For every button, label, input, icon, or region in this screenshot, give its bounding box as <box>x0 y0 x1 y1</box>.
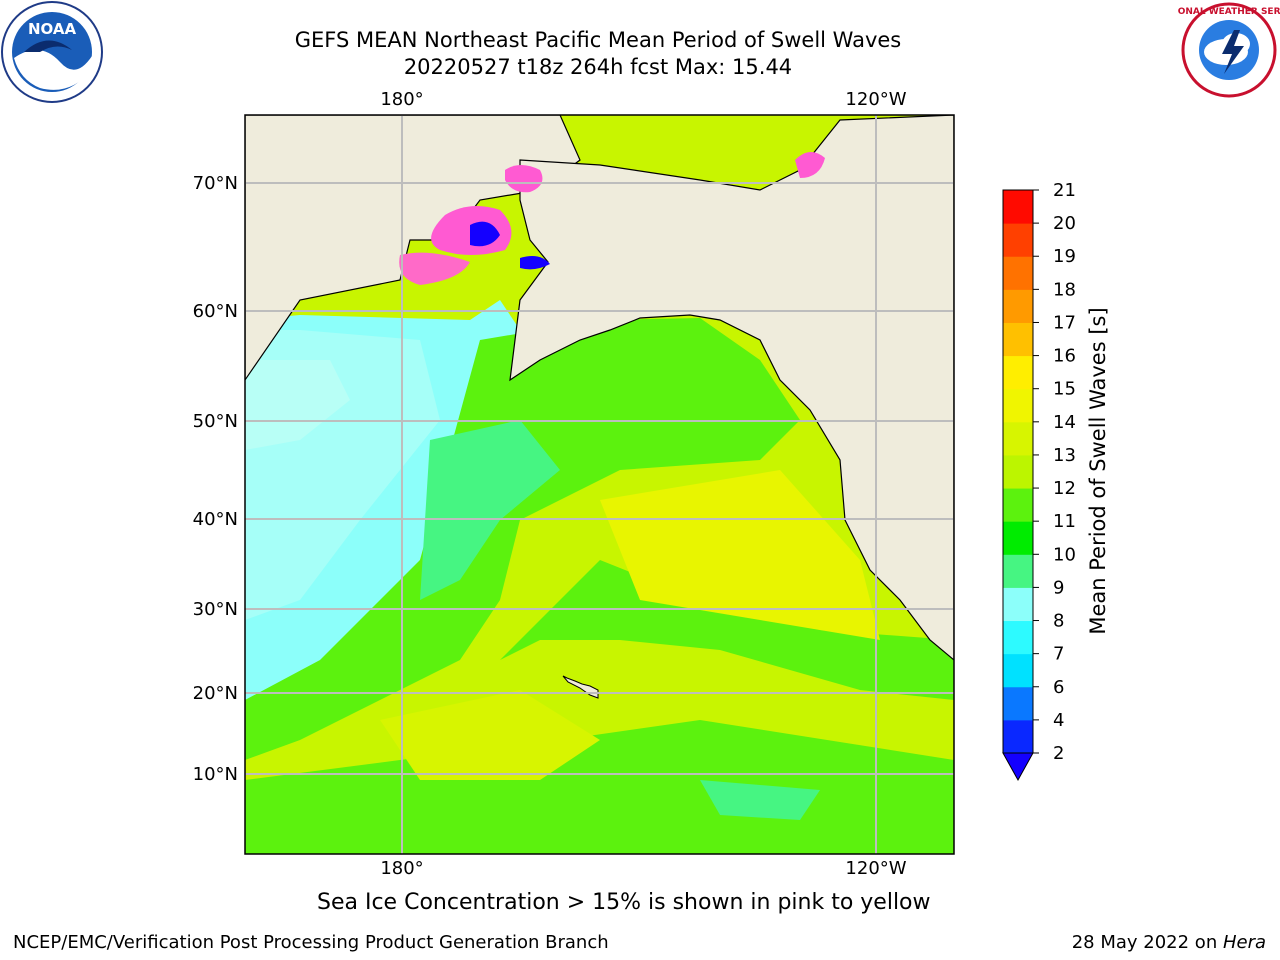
colorbar: 2 4 6 7 8 9 10 11 12 13 14 15 16 17 18 19 20 21 <box>1002 180 1076 782</box>
colorbar-tick-label-12: 16 <box>1053 346 1076 367</box>
colorbar-label: Mean Period of Swell Waves [s] <box>1086 307 1110 635</box>
noaa-logo-text: NOAA <box>28 20 77 38</box>
graticule <box>245 115 954 854</box>
colorbar-swatch-8 <box>1003 454 1033 489</box>
colorbar-swatch-4 <box>1003 587 1033 622</box>
lat-label-70n: 70°N <box>193 173 238 194</box>
colorbar-tick-label-6: 10 <box>1053 544 1076 565</box>
colorbar-swatch-6 <box>1003 521 1033 555</box>
colorbar-tick-label-0: 2 <box>1053 743 1064 764</box>
chart-subtitle: 20220527 t18z 264h fcst Max: 15.44 <box>403 55 793 79</box>
colorbar-swatch-9 <box>1003 421 1033 456</box>
lat-label-40n: 40°N <box>193 509 238 530</box>
colorbar-swatch-5 <box>1003 554 1033 588</box>
colorbar-swatch-11 <box>1003 355 1033 390</box>
lat-label-20n: 20°N <box>193 683 238 704</box>
lat-label-60n: 60°N <box>193 301 238 322</box>
colorbar-tick-label-8: 12 <box>1053 478 1076 499</box>
colorbar-swatch-2 <box>1003 653 1033 688</box>
colorbar-tick-label-17: 21 <box>1053 180 1076 201</box>
colorbar-swatch-12 <box>1003 322 1033 357</box>
colorbar-tick-label-13: 17 <box>1053 312 1076 333</box>
colorbar-tick-label-7: 11 <box>1053 511 1076 532</box>
colorbar-tick-label-2: 6 <box>1053 677 1064 698</box>
colorbar-tick-label-10: 14 <box>1053 412 1076 433</box>
map-area <box>245 115 954 854</box>
colorbar-tick-label-4: 8 <box>1053 611 1064 632</box>
noaa-logo: NOAA <box>1 1 103 103</box>
colorbar-swatch-0 <box>1003 719 1033 754</box>
footer-date-text: 28 May 2022 on <box>1071 932 1223 953</box>
colorbar-under-extension <box>1002 752 1034 782</box>
colorbar-swatch-13 <box>1003 289 1033 323</box>
lon-label-bottom-120w: 120°W <box>845 858 906 879</box>
colorbar-frame <box>1002 189 1034 754</box>
nws-logo: NATIONAL WEATHER SERVICE <box>1178 2 1280 98</box>
colorbar-tick-label-9: 13 <box>1053 445 1076 466</box>
colorbar-tick-label-11: 15 <box>1053 379 1076 400</box>
colorbar-tick-label-5: 9 <box>1053 577 1064 598</box>
footer-producer: NCEP/EMC/Verification Post Processing Pr… <box>13 932 609 953</box>
footer-host: Hera <box>1222 932 1266 953</box>
lon-label-bottom-180: 180° <box>380 858 423 879</box>
colorbar-tick-label-14: 18 <box>1053 279 1076 300</box>
colorbar-swatch-14 <box>1003 256 1033 290</box>
colorbar-tick-label-15: 19 <box>1053 246 1076 267</box>
lat-label-30n: 30°N <box>193 599 238 620</box>
colorbar-swatch-7 <box>1003 488 1033 522</box>
footer-date: 28 May 2022 on Hera <box>1072 932 1266 953</box>
lon-label-top-120w: 120°W <box>845 89 906 110</box>
lat-label-50n: 50°N <box>193 411 238 432</box>
lon-label-top-180: 180° <box>380 89 423 110</box>
colorbar-swatch-1 <box>1003 686 1033 721</box>
nws-logo-text: NATIONAL WEATHER SERVICE <box>1178 7 1280 17</box>
colorbar-tick-label-1: 4 <box>1053 710 1064 731</box>
colorbar-swatch-15 <box>1003 223 1033 257</box>
colorbar-swatch-10 <box>1003 388 1033 423</box>
colorbar-swatch-16 <box>1003 190 1033 224</box>
lat-label-10n: 10°N <box>193 764 238 785</box>
chart-title: GEFS MEAN Northeast Pacific Mean Period … <box>294 28 902 52</box>
map-frame <box>244 114 955 855</box>
colorbar-tick-label-16: 20 <box>1053 213 1076 234</box>
colorbar-swatch-3 <box>1003 620 1033 655</box>
colorbar-tick-label-3: 7 <box>1053 644 1064 665</box>
sea-ice-caption: Sea Ice Concentration > 15% is shown in … <box>317 890 931 915</box>
